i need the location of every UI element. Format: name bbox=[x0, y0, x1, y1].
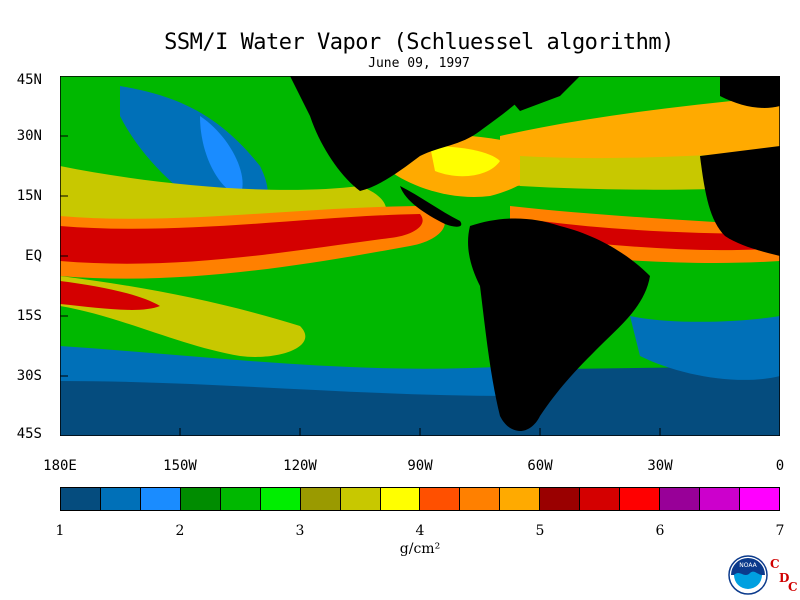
lat-label-45s: 45S bbox=[16, 426, 42, 442]
color-scale-cell-3 bbox=[140, 488, 181, 510]
color-scale-cell-17 bbox=[700, 488, 740, 510]
south-atlantic-dry bbox=[630, 316, 780, 380]
south-pacific-moist-core bbox=[60, 281, 160, 310]
map-date: June 09, 1997 bbox=[368, 56, 470, 71]
color-scale-cell-9 bbox=[380, 488, 421, 510]
scale-tick-4: 4 bbox=[415, 523, 425, 539]
lon-label-120w: 120W bbox=[283, 458, 317, 474]
europe bbox=[720, 76, 780, 108]
lat-label-30s: 30S bbox=[16, 368, 42, 384]
lon-label-150w: 150W bbox=[163, 458, 197, 474]
north-america-east bbox=[490, 76, 580, 111]
north-pacific-driest bbox=[200, 116, 243, 196]
scale-tick-2: 2 bbox=[175, 523, 185, 539]
color-scale-cell-8 bbox=[340, 488, 381, 510]
color-scale-cell-2 bbox=[100, 488, 141, 510]
color-scale-cell-6 bbox=[260, 488, 301, 510]
lat-label-eq: EQ bbox=[25, 248, 42, 264]
lon-label-30w: 30W bbox=[647, 458, 673, 474]
lon-label-60w: 60W bbox=[527, 458, 553, 474]
color-scale-cell-14 bbox=[580, 488, 621, 510]
color-scale-cell-5 bbox=[220, 488, 261, 510]
cdc-letter-c2: C bbox=[788, 580, 798, 594]
cdc-letter-d: D bbox=[779, 571, 790, 585]
africa bbox=[700, 146, 780, 256]
color-scale-cell-10 bbox=[420, 488, 461, 510]
eastern-pacific-itcz bbox=[60, 214, 423, 264]
color-scale-cell-7 bbox=[300, 488, 341, 510]
color-scale-cell-13 bbox=[540, 488, 581, 510]
lat-ticks bbox=[60, 135, 68, 377]
noaa-logo: NOAA bbox=[728, 555, 768, 595]
scale-tick-5: 5 bbox=[535, 523, 545, 539]
scale-tick-3: 3 bbox=[295, 523, 305, 539]
color-scale-cell-1 bbox=[61, 488, 101, 510]
water-vapor-map bbox=[60, 76, 780, 436]
scale-tick-6: 6 bbox=[655, 523, 665, 539]
color-scale-cell-18 bbox=[739, 488, 779, 510]
lon-label-0: 0 bbox=[775, 458, 785, 474]
color-scale-cell-11 bbox=[460, 488, 501, 510]
color-scale-cell-15 bbox=[620, 488, 661, 510]
noaa-logo-text: NOAA bbox=[739, 562, 757, 569]
scale-units: g/cm² bbox=[399, 541, 441, 557]
south-america bbox=[468, 218, 650, 431]
lat-label-45n: 45N bbox=[16, 72, 42, 88]
scale-tick-1: 1 bbox=[55, 523, 65, 539]
color-scale-bar bbox=[60, 487, 780, 511]
north-america bbox=[290, 76, 540, 191]
lon-label-180e: 180E bbox=[43, 458, 77, 474]
color-scale-cell-4 bbox=[180, 488, 221, 510]
lat-label-15n: 15N bbox=[16, 188, 42, 204]
color-scale-cell-12 bbox=[500, 488, 541, 510]
lat-label-15s: 15S bbox=[16, 308, 42, 324]
lat-label-30n: 30N bbox=[16, 128, 42, 144]
color-scale-cell-16 bbox=[660, 488, 700, 510]
scale-tick-7: 7 bbox=[775, 523, 785, 539]
cdc-letter-c1: C bbox=[770, 557, 780, 571]
central-america bbox=[400, 186, 462, 227]
southern-dry-band bbox=[60, 346, 510, 396]
lon-label-90w: 90W bbox=[407, 458, 433, 474]
lon-ticks bbox=[60, 428, 780, 436]
gulf-core bbox=[430, 146, 500, 177]
map-title: SSM/I Water Vapor (Schluessel algorithm) bbox=[164, 30, 674, 55]
